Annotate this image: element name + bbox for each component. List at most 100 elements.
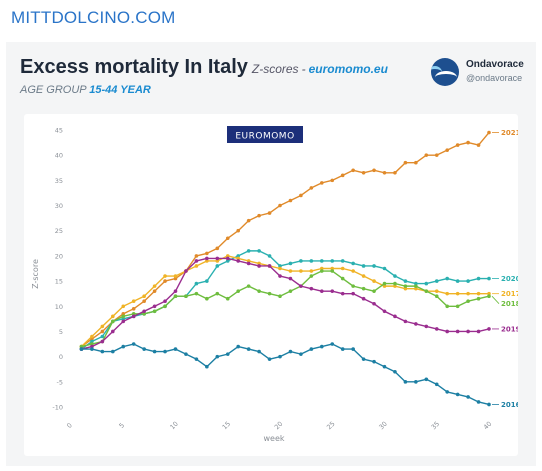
data-point-2021: [236, 228, 240, 233]
data-point-2019: [90, 344, 94, 349]
data-point-2018: [236, 289, 240, 293]
euromomo-badge-text: EUROMOMO: [235, 132, 294, 142]
data-point-2019: [163, 299, 167, 304]
data-point-2021: [267, 211, 272, 215]
data-point-2019: [152, 304, 157, 309]
data-point-2021: [330, 178, 335, 183]
data-point-2016: [257, 349, 261, 354]
data-point-2021: [194, 254, 199, 258]
data-point-2016: [361, 357, 366, 361]
data-point-2021: [445, 148, 450, 152]
data-point-2017: [414, 286, 418, 291]
data-point-2020: [455, 279, 460, 283]
series-line-2019: [81, 257, 490, 350]
data-point-2020: [267, 254, 272, 258]
data-point-2016: [445, 390, 450, 394]
data-point-2016: [90, 347, 94, 351]
data-point-2019: [455, 329, 460, 334]
data-point-2018: [225, 296, 230, 301]
data-point-2016: [309, 347, 314, 351]
data-point-2020: [205, 279, 209, 283]
data-point-2016: [299, 352, 303, 356]
data-point-2016: [131, 342, 136, 346]
data-point-2021: [131, 306, 136, 311]
data-point-2020: [320, 259, 324, 263]
data-point-2016: [194, 357, 199, 361]
data-point-2020: [121, 317, 126, 321]
data-point-2017: [455, 291, 460, 296]
data-point-2016: [487, 402, 491, 407]
y-tick-label: 5: [59, 328, 63, 336]
data-point-2019: [476, 329, 481, 334]
x-tick-label: 15: [221, 420, 233, 432]
brand-name: Ondavorace: [466, 59, 524, 70]
data-point-2016: [246, 347, 251, 351]
data-point-2018: [320, 269, 324, 273]
ondavorace-logo-icon: [431, 58, 459, 86]
data-point-2018: [267, 291, 272, 296]
data-point-2016: [205, 364, 209, 369]
brand-handle: @ondavorace: [466, 73, 523, 83]
data-point-2017: [152, 284, 157, 288]
data-point-2017: [320, 266, 324, 271]
data-point-2021: [163, 279, 167, 283]
data-point-2020: [299, 259, 303, 263]
data-point-2017: [372, 279, 376, 283]
data-point-2018: [382, 281, 387, 286]
data-point-2019: [184, 269, 188, 273]
data-point-2021: [476, 143, 481, 147]
data-point-2016: [466, 395, 470, 399]
series-line-2018: [81, 270, 490, 348]
data-point-2018: [393, 281, 397, 286]
data-point-2018: [194, 291, 199, 296]
data-point-2018: [455, 304, 460, 309]
data-point-2020: [414, 281, 418, 286]
y-tick-label: 45: [55, 127, 63, 135]
data-point-2016: [455, 392, 460, 397]
data-point-2021: [257, 213, 261, 218]
data-point-2018: [163, 304, 167, 309]
data-point-2019: [340, 291, 345, 296]
data-point-2021: [361, 171, 366, 175]
data-point-2020: [236, 254, 240, 258]
data-point-2020: [225, 259, 230, 263]
data-point-2020: [100, 334, 105, 339]
data-point-2019: [173, 289, 178, 293]
data-point-2017: [351, 269, 355, 273]
data-point-2016: [403, 380, 408, 384]
data-point-2016: [424, 377, 429, 382]
data-point-2020: [340, 259, 345, 263]
data-point-2018: [278, 294, 282, 298]
data-point-2020: [445, 276, 450, 281]
data-point-2020: [361, 264, 366, 268]
title-dash: -: [301, 62, 306, 76]
data-point-2021: [382, 171, 387, 175]
data-point-2019: [393, 314, 397, 319]
series-label-2018: 2018: [501, 300, 518, 308]
data-point-2016: [79, 347, 84, 351]
data-point-2019: [236, 259, 240, 263]
data-point-2016: [100, 349, 105, 354]
data-point-2019: [288, 276, 293, 281]
data-point-2016: [111, 349, 115, 354]
chart-card: Excess mortality In Italy Z-scores - euromo…: [6, 42, 536, 466]
site-name[interactable]: MITTDOLCINO.COM: [11, 8, 176, 27]
data-point-2018: [90, 342, 94, 346]
data-point-2018: [403, 284, 408, 288]
y-tick-label: 20: [55, 252, 63, 260]
data-point-2016: [351, 347, 355, 351]
data-point-2017: [309, 269, 314, 273]
data-point-2021: [278, 203, 282, 208]
data-point-2021: [299, 193, 303, 198]
data-point-2020: [434, 279, 439, 283]
data-point-2017: [299, 269, 303, 273]
chart-source[interactable]: euromomo.eu: [308, 62, 388, 76]
data-point-2019: [100, 339, 105, 344]
data-point-2019: [466, 329, 470, 334]
data-point-2016: [434, 382, 439, 387]
data-point-2020: [257, 249, 261, 253]
data-point-2018: [121, 314, 126, 319]
y-tick-label: 15: [55, 278, 63, 286]
data-point-2020: [382, 266, 387, 271]
